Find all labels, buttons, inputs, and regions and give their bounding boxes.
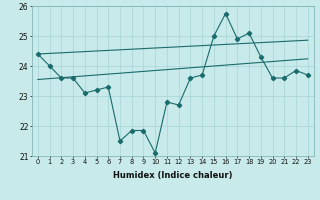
X-axis label: Humidex (Indice chaleur): Humidex (Indice chaleur)	[113, 171, 233, 180]
